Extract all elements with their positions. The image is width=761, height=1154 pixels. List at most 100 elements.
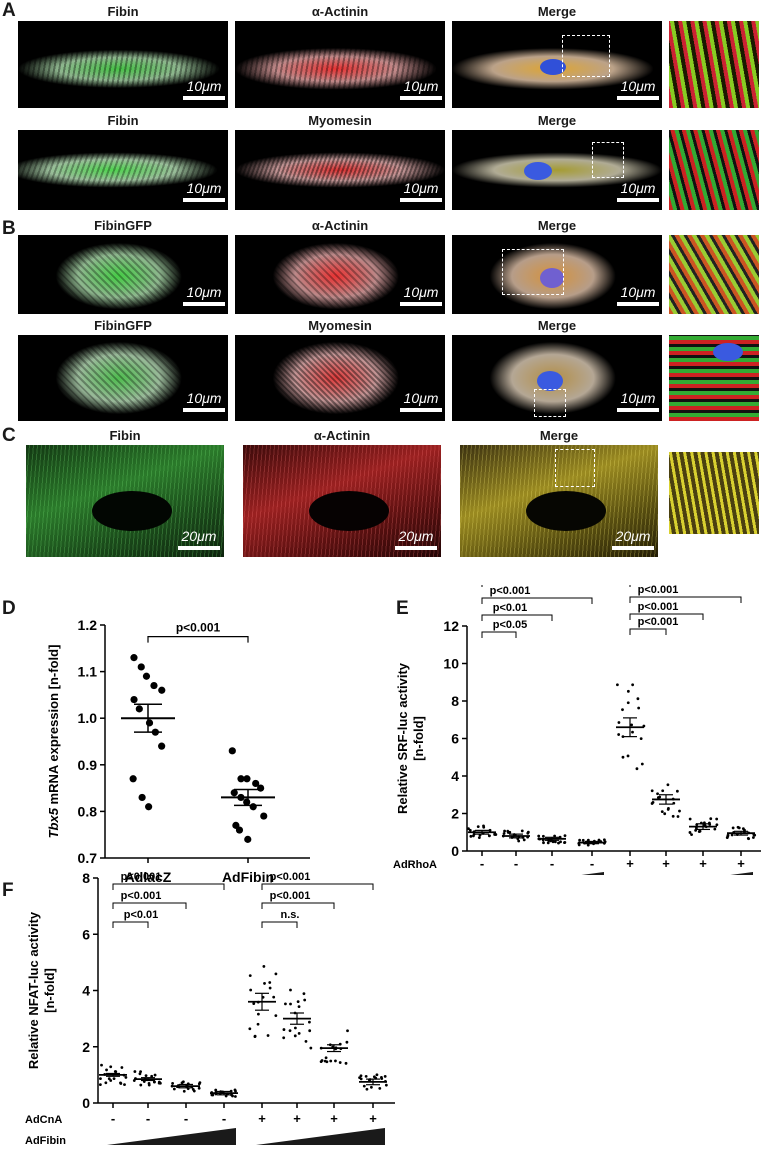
- chart-e-point: [586, 843, 590, 847]
- chart-e-point: [476, 825, 480, 829]
- chart-e-y-tick-label: 6: [451, 731, 459, 747]
- chart-e-point: [671, 814, 675, 818]
- chart-f-point: [123, 1083, 126, 1087]
- scale-label-a1-1: 10μm: [186, 78, 222, 94]
- chart-f-point: [112, 1077, 116, 1081]
- chart-e-point: [631, 683, 635, 687]
- chart-f-point: [320, 1059, 324, 1062]
- chart-e-bracket: [481, 631, 517, 638]
- chart-e-point: [541, 834, 545, 838]
- scale-label-b1-1: 10μm: [186, 284, 222, 300]
- micrograph-a2-merge: [452, 130, 662, 210]
- chart-f-point: [252, 1002, 256, 1005]
- chart-f-row1-value: +: [293, 1111, 301, 1126]
- chart-e-point: [626, 701, 630, 705]
- chart-f-point: [266, 1034, 270, 1037]
- scale-bar-a1-1: [183, 96, 225, 100]
- chart-e-point: [617, 721, 621, 724]
- scale-bar-b1-1: [183, 302, 225, 306]
- chart-f-bracket: [112, 883, 225, 890]
- chart-e-point: [690, 833, 693, 837]
- scale-label-b2-2: 10μm: [403, 390, 439, 406]
- chart-f-annotation: p<0.001: [121, 871, 162, 883]
- chart-e-point: [709, 817, 713, 821]
- col-title-b2-3: Merge: [537, 318, 577, 333]
- micrograph-b1-green: [18, 235, 228, 314]
- chart-f-point: [256, 1022, 260, 1026]
- chart-e-y-tick-label: 12: [443, 618, 459, 634]
- panel-letter-a: A: [2, 0, 16, 21]
- chart-d-y-tick-label: 0.9: [78, 757, 98, 773]
- chart-f-point: [308, 1020, 311, 1024]
- chart-f-row2-label: AdFibin: [25, 1135, 66, 1147]
- chart-e-point: [553, 840, 557, 844]
- chart-f-wedge: [256, 1128, 385, 1145]
- chart-f-point: [289, 988, 292, 992]
- micrograph-c-red: [243, 445, 441, 557]
- micrograph-c-green: [26, 445, 224, 557]
- chart-d-point: [228, 747, 236, 755]
- chart-f-row1-value: +: [330, 1111, 338, 1126]
- chart-e-point: [617, 733, 621, 736]
- chart-f-row1-value: -: [111, 1111, 115, 1126]
- chart-e-point: [726, 834, 730, 838]
- chart-e-point: [637, 706, 641, 710]
- chart-e-row1-value: +: [737, 856, 745, 871]
- micrograph-b1-red: [235, 235, 445, 314]
- chart-f-point: [105, 1068, 108, 1072]
- chart-f-row1-label: AdCnA: [25, 1114, 62, 1126]
- chart-f-point: [119, 1082, 123, 1085]
- chart-d-y-tick-label: 0.8: [78, 803, 98, 819]
- chart-f-point: [98, 1083, 102, 1087]
- chart-f-point: [297, 1032, 301, 1035]
- chart-f-point: [344, 1061, 348, 1065]
- chart-e-point: [741, 827, 745, 831]
- chart-d-point: [237, 775, 245, 783]
- chart-e-point: [753, 833, 757, 837]
- chart-f-point: [329, 1059, 333, 1063]
- chart-f-bracket: [112, 902, 187, 909]
- chart-e-bracket: [629, 628, 667, 635]
- chart-d-point: [145, 719, 154, 727]
- chart-e-y-tick-label: 10: [443, 656, 459, 672]
- chart-e-point: [630, 723, 634, 727]
- chart-f-point: [249, 988, 253, 992]
- chart-d-annotation: p<0.001: [176, 621, 221, 635]
- scale-bar-b1-3: [617, 302, 659, 306]
- scale-label-c-1: 20μm: [181, 528, 217, 544]
- chart-e-point: [675, 789, 679, 793]
- chart-e-point: [472, 834, 475, 838]
- panel-letter-e: E: [396, 598, 409, 619]
- chart-f-point: [293, 1034, 297, 1038]
- chart-e-point: [578, 838, 582, 842]
- chart-f-point: [324, 1056, 328, 1060]
- chart-f-bracket: [261, 902, 335, 909]
- chart-e-row1-value: -: [550, 856, 554, 871]
- col-title-a1-2: α-Actinin: [311, 4, 369, 19]
- col-title-a2-3: Merge: [537, 113, 577, 128]
- chart-e-point: [640, 762, 644, 766]
- scale-label-a1-3: 10μm: [620, 78, 656, 94]
- scale-bar-c-3: [612, 546, 654, 550]
- chart-f-point: [296, 1000, 300, 1004]
- chart-e-point: [488, 828, 492, 832]
- chart-f-point: [372, 1075, 376, 1079]
- chart-f-point: [365, 1087, 369, 1091]
- chart-e-row1-label: AdRhoA: [393, 859, 437, 871]
- chart-e-point: [715, 817, 719, 821]
- chart-d-point: [130, 654, 138, 662]
- micrograph-b2-red: [235, 335, 445, 421]
- chart-e-point: [621, 755, 625, 759]
- chart-f-y-tick-label: 4: [82, 983, 90, 999]
- chart-d-point: [249, 803, 257, 811]
- chart-d-x-tick-label: AdFibin: [222, 869, 274, 885]
- chart-e-annotation: p<0.05: [493, 619, 528, 631]
- col-title-a1-1: Fibin: [107, 4, 139, 19]
- chart-e-point: [602, 838, 606, 842]
- chart-f-row1-value: +: [369, 1111, 377, 1126]
- chart-e-point: [730, 833, 734, 837]
- chart-e-point: [713, 827, 717, 831]
- chart-d-y-tick-label: 1.2: [78, 617, 98, 633]
- chart-f-point: [233, 1088, 237, 1092]
- chart-f-point: [234, 1095, 237, 1098]
